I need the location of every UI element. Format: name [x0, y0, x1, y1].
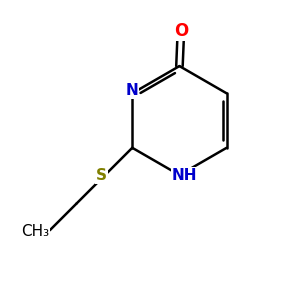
Text: S: S — [96, 168, 107, 183]
Text: NH: NH — [172, 168, 197, 183]
Text: O: O — [174, 22, 188, 40]
Text: CH₃: CH₃ — [21, 224, 49, 239]
Text: N: N — [126, 83, 139, 98]
